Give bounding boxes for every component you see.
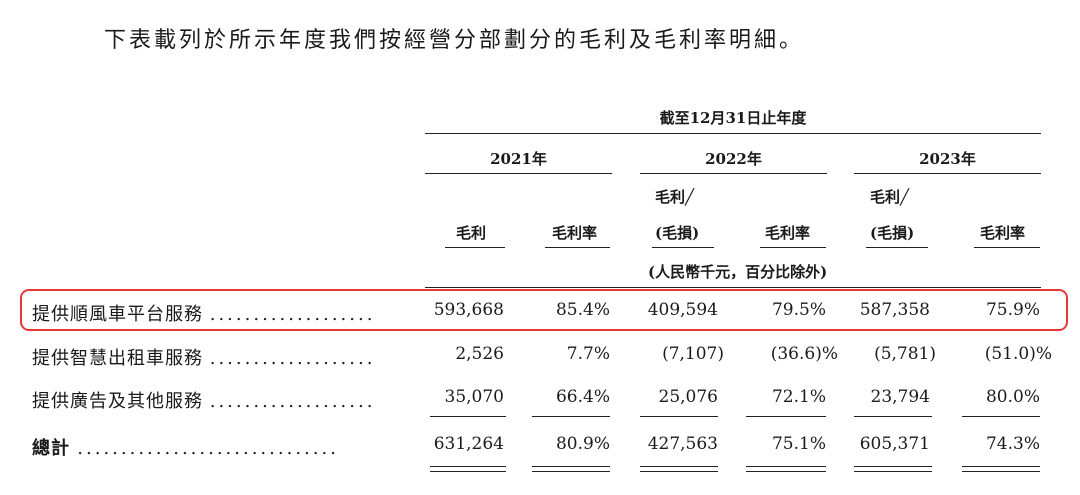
unit-rule: [425, 287, 1041, 288]
col-2022-gross-profit-line1: 毛利╱: [655, 188, 695, 206]
cell-2021-gp: 2,526: [455, 344, 504, 364]
cell-2021-gp: 35,070: [444, 387, 504, 407]
total-double-rule: [640, 471, 718, 472]
col-rule: [866, 247, 928, 248]
period-rule: [425, 133, 1041, 134]
total-2021-gp: 631,264: [433, 434, 504, 454]
col-2023-gross-profit-line2: (毛損): [870, 224, 915, 242]
col-rule: [545, 247, 610, 248]
total-label: 總計 ..............................: [32, 438, 339, 459]
row-label: 提供智慧出租車服務 ...................: [32, 348, 376, 369]
total-double-rule: [746, 466, 826, 467]
col-rule: [760, 247, 826, 248]
cell-2022-gp: 409,594: [647, 300, 718, 320]
highlight-box: [20, 289, 1068, 331]
col-2021-gross-margin: 毛利率: [552, 224, 598, 242]
total-2023-gp: 605,371: [859, 434, 930, 454]
col-2023-gross-profit-line1: 毛利╱: [870, 188, 910, 206]
cell-2022-gp: (7,107): [662, 344, 724, 364]
total-double-rule: [430, 471, 506, 472]
subtotal-rule: [746, 416, 826, 417]
col-rule: [445, 247, 505, 248]
year-2021-header: 2021年: [490, 150, 547, 168]
total-double-rule: [962, 471, 1040, 472]
total-2022-gm: 75.1%: [771, 434, 826, 454]
cell-2022-gm: (36.6)%: [770, 344, 838, 364]
period-header: 截至12月31日止年度: [659, 109, 807, 127]
col-rule: [974, 247, 1040, 248]
subtotal-rule: [640, 416, 718, 417]
col-2021-gross-profit: 毛利: [456, 224, 487, 242]
cell-2022-gp: 25,076: [658, 387, 718, 407]
total-2021-gm: 80.9%: [555, 434, 610, 454]
row-label: 提供廣告及其他服務 ...................: [32, 391, 376, 412]
year-2022-rule: [640, 173, 827, 174]
col-rule: [652, 247, 714, 248]
row-label: 提供順風車平台服務 ...................: [32, 304, 376, 325]
total-double-rule: [962, 466, 1040, 467]
cell-2022-gm: 72.1%: [771, 387, 826, 407]
subtotal-rule: [430, 416, 506, 417]
cell-2022-gm: 79.5%: [771, 300, 826, 320]
col-2022-gross-profit-line2: (毛損): [655, 224, 700, 242]
total-double-rule: [430, 466, 506, 467]
total-double-rule: [854, 471, 932, 472]
total-2022-gp: 427,563: [647, 434, 718, 454]
cell-2023-gp: 587,358: [859, 300, 930, 320]
total-double-rule: [532, 466, 610, 467]
cell-2023-gm: 80.0%: [985, 387, 1040, 407]
cell-2021-gp: 593,668: [433, 300, 504, 320]
subtotal-rule: [962, 416, 1040, 417]
intro-text: 下表載列於所示年度我們按經營分部劃分的毛利及毛利率明細。: [104, 28, 805, 53]
year-2023-rule: [854, 173, 1041, 174]
total-double-rule: [746, 471, 826, 472]
subtotal-rule: [854, 416, 932, 417]
col-2023-gross-margin: 毛利率: [980, 224, 1026, 242]
year-2021-rule: [425, 173, 612, 174]
subtotal-rule: [532, 416, 610, 417]
total-double-rule: [854, 466, 932, 467]
unit-note: (人民幣千元，百分比除外): [648, 263, 828, 281]
cell-2023-gm: 75.9%: [985, 300, 1040, 320]
year-2023-header: 2023年: [919, 150, 976, 168]
cell-2021-gm: 66.4%: [555, 387, 610, 407]
total-double-rule: [640, 466, 718, 467]
year-2022-header: 2022年: [705, 150, 762, 168]
cell-2023-gp: (5,781): [874, 344, 936, 364]
total-2023-gm: 74.3%: [985, 434, 1040, 454]
cell-2023-gm: (51.0)%: [984, 344, 1052, 364]
cell-2021-gm: 85.4%: [555, 300, 610, 320]
total-double-rule: [532, 471, 610, 472]
cell-2021-gm: 7.7%: [566, 344, 610, 364]
cell-2023-gp: 23,794: [870, 387, 930, 407]
col-2022-gross-margin: 毛利率: [765, 224, 811, 242]
